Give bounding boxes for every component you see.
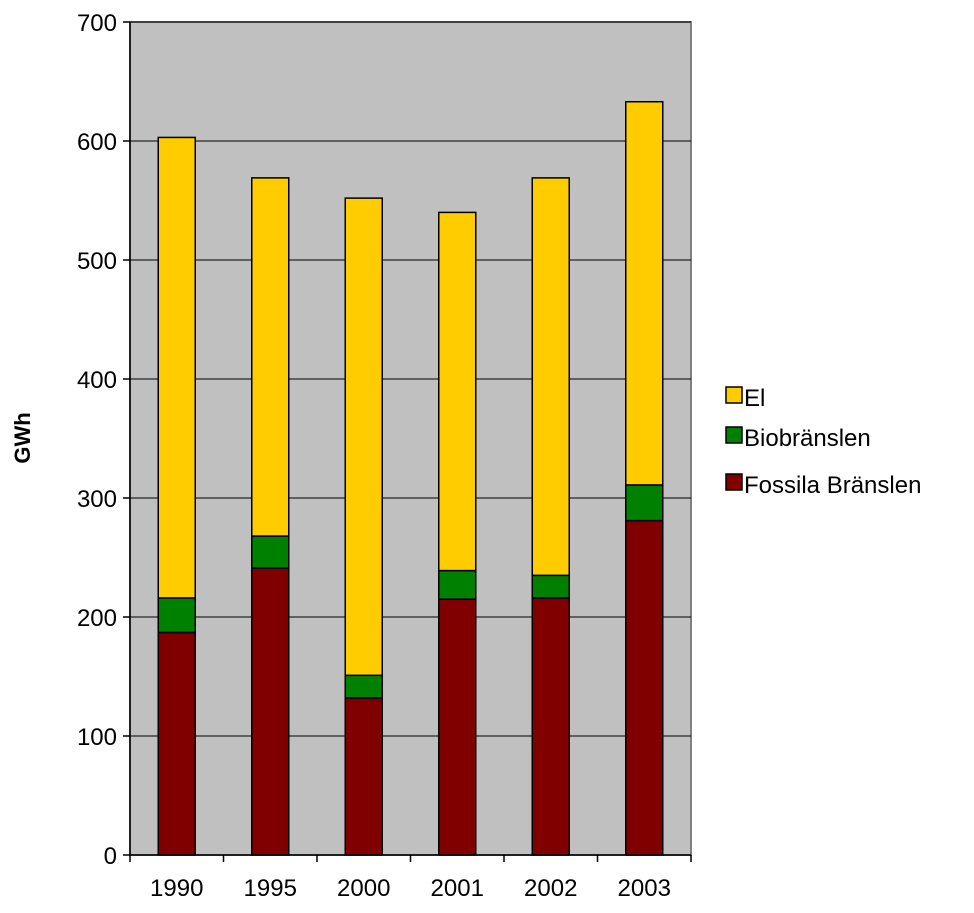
bar-biobr-nslen-1995	[251, 535, 290, 569]
bar-biobr-nslen-2002	[531, 574, 570, 599]
legend: El Biobränslen Fossila Bränslen	[725, 385, 921, 499]
bar-el-2002	[531, 177, 570, 577]
bar-el-1995	[251, 177, 290, 537]
x-tick-label: 2000	[337, 875, 390, 902]
x-tick-label: 2002	[524, 875, 577, 902]
y-tick-labels: 0 100 200 300 400 500 600 700	[77, 10, 117, 870]
axes	[123, 21, 692, 862]
y-tick-label: 600	[77, 129, 117, 156]
x-tick-label: 1990	[150, 875, 203, 902]
y-tick-label: 100	[77, 724, 117, 751]
bar-fossila-br-nslen-2001	[438, 598, 477, 856]
x-tick-label: 2001	[431, 875, 484, 902]
legend-swatch	[725, 473, 743, 491]
y-axis-title: GWh	[10, 412, 35, 463]
legend-label: El	[744, 385, 765, 412]
y-tick-label: 200	[77, 605, 117, 632]
bar-biobr-nslen-2001	[438, 569, 477, 600]
x-tick-labels: 1990 1995 2000 2001 2002 2003	[150, 875, 671, 902]
bar-fossila-br-nslen-2003	[625, 519, 664, 856]
y-tick-label: 700	[77, 10, 117, 37]
y-tick-label: 400	[77, 367, 117, 394]
bar-fossila-br-nslen-2000	[344, 697, 383, 856]
bar-el-1990	[157, 136, 196, 599]
legend-label: Fossila Bränslen	[744, 472, 921, 499]
bar-fossila-br-nslen-1990	[157, 631, 196, 856]
plot-area	[129, 21, 692, 856]
y-tick-label: 300	[77, 486, 117, 513]
x-tick-label: 1995	[244, 875, 297, 902]
legend-swatch	[725, 386, 743, 404]
gridlines	[130, 21, 691, 737]
y-tick-label: 0	[104, 843, 117, 870]
bar-fossila-br-nslen-2002	[531, 597, 570, 856]
bar-el-2000	[344, 197, 383, 677]
bar-fossila-br-nslen-1995	[251, 567, 290, 856]
legend-label: Biobränslen	[744, 425, 871, 452]
bar-el-2001	[438, 211, 477, 572]
y-tick-label: 500	[77, 248, 117, 275]
bar-biobr-nslen-1990	[157, 597, 196, 634]
legend-swatch	[725, 426, 743, 444]
bar-el-2003	[625, 100, 664, 486]
bar-biobr-nslen-2003	[625, 484, 664, 522]
bars	[157, 100, 664, 856]
bar-biobr-nslen-2000	[344, 674, 383, 699]
x-tick-label: 2003	[618, 875, 671, 902]
